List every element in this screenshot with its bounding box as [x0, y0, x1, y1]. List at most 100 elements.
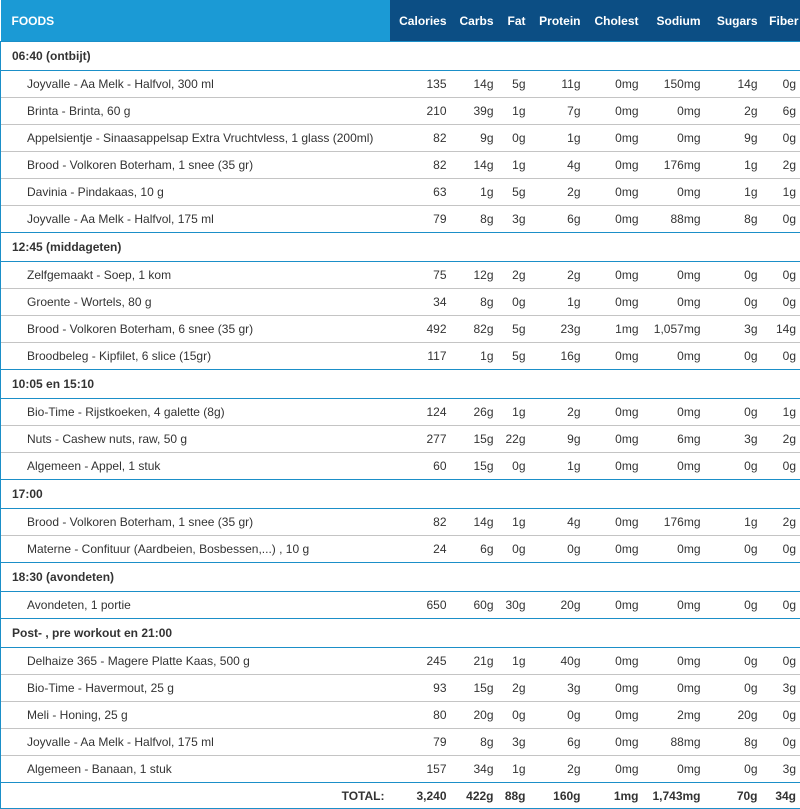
calories-value: 117	[390, 343, 450, 370]
calories-value: 135	[390, 71, 450, 98]
meal-header-row: 17:00	[1, 480, 800, 509]
foods-column-header: FOODS	[1, 0, 390, 42]
protein-value: 2g	[529, 179, 584, 206]
food-name-link[interactable]: Avondeten, 1 portie	[1, 592, 390, 619]
protein-value: 0g	[529, 536, 584, 563]
fat-value: 1g	[497, 648, 529, 675]
cholest-value: 0mg	[584, 426, 642, 453]
food-name-link[interactable]: Meli - Honing, 25 g	[1, 702, 390, 729]
food-name-link[interactable]: Algemeen - Appel, 1 stuk	[1, 453, 390, 480]
food-name-link[interactable]: Zelfgemaakt - Soep, 1 kom	[1, 262, 390, 289]
food-name-link[interactable]: Nuts - Cashew nuts, raw, 50 g	[1, 426, 390, 453]
food-name-link[interactable]: Groente - Wortels, 80 g	[1, 289, 390, 316]
protein-value: 9g	[529, 426, 584, 453]
protein-value: 7g	[529, 98, 584, 125]
protein-value: 4g	[529, 152, 584, 179]
food-name-link[interactable]: Joyvalle - Aa Melk - Halfvol, 300 ml	[1, 71, 390, 98]
food-name-link[interactable]: Algemeen - Banaan, 1 stuk	[1, 756, 390, 783]
sodium-value: 0mg	[642, 399, 704, 426]
carbs-value: 34g	[450, 756, 497, 783]
food-name-link[interactable]: Broodbeleg - Kipfilet, 6 slice (15gr)	[1, 343, 390, 370]
meal-name: 06:40 (ontbijt)	[1, 42, 800, 71]
table-header: FOODS Calories Carbs Fat Protein Cholest…	[1, 0, 800, 42]
sodium-value: 0mg	[642, 262, 704, 289]
food-name-link[interactable]: Materne - Confituur (Aardbeien, Bosbesse…	[1, 536, 390, 563]
sugars-value: 0g	[704, 756, 761, 783]
carbs-value: 12g	[450, 262, 497, 289]
sugars-value: 3g	[704, 316, 761, 343]
sugars-value: 0g	[704, 289, 761, 316]
calories-value: 82	[390, 509, 450, 536]
food-name-link[interactable]: Bio-Time - Rijstkoeken, 4 galette (8g)	[1, 399, 390, 426]
sugars-value: 0g	[704, 648, 761, 675]
meal-name: 17:00	[1, 480, 800, 509]
cholest-value: 0mg	[584, 756, 642, 783]
meal-header-row: 18:30 (avondeten)	[1, 563, 800, 592]
total-row: TOTAL: 3,240 422g 88g 160g 1mg 1,743mg 7…	[1, 783, 800, 809]
fat-value: 1g	[497, 756, 529, 783]
fiber-column-header: Fiber	[761, 0, 800, 42]
food-name-link[interactable]: Joyvalle - Aa Melk - Halfvol, 175 ml	[1, 206, 390, 233]
cholest-value: 0mg	[584, 343, 642, 370]
food-name-link[interactable]: Brood - Volkoren Boterham, 1 snee (35 gr…	[1, 152, 390, 179]
food-name-link[interactable]: Delhaize 365 - Magere Platte Kaas, 500 g	[1, 648, 390, 675]
fat-value: 2g	[497, 262, 529, 289]
protein-value: 0g	[529, 702, 584, 729]
food-name-link[interactable]: Brood - Volkoren Boterham, 1 snee (35 gr…	[1, 509, 390, 536]
fat-value: 3g	[497, 729, 529, 756]
food-name-link[interactable]: Brinta - Brinta, 60 g	[1, 98, 390, 125]
protein-value: 16g	[529, 343, 584, 370]
carbs-value: 1g	[450, 343, 497, 370]
food-name-link[interactable]: Davinia - Pindakaas, 10 g	[1, 179, 390, 206]
food-row: Brood - Volkoren Boterham, 1 snee (35 gr…	[1, 152, 800, 179]
calories-value: 80	[390, 702, 450, 729]
total-sodium: 1,743mg	[642, 783, 704, 809]
fat-value: 1g	[497, 509, 529, 536]
cholest-column-header: Cholest	[584, 0, 642, 42]
sodium-value: 0mg	[642, 648, 704, 675]
calories-value: 245	[390, 648, 450, 675]
fiber-value: 2g	[761, 426, 800, 453]
cholest-value: 0mg	[584, 262, 642, 289]
fat-value: 5g	[497, 71, 529, 98]
fiber-value: 1g	[761, 399, 800, 426]
fiber-value: 14g	[761, 316, 800, 343]
sodium-value: 0mg	[642, 125, 704, 152]
calories-value: 277	[390, 426, 450, 453]
sodium-column-header: Sodium	[642, 0, 704, 42]
food-name-link[interactable]: Bio-Time - Havermout, 25 g	[1, 675, 390, 702]
calories-value: 75	[390, 262, 450, 289]
sugars-column-header: Sugars	[704, 0, 761, 42]
food-name-link[interactable]: Joyvalle - Aa Melk - Halfvol, 175 ml	[1, 729, 390, 756]
calories-value: 650	[390, 592, 450, 619]
total-carbs: 422g	[450, 783, 497, 809]
fat-value: 30g	[497, 592, 529, 619]
food-name-link[interactable]: Brood - Volkoren Boterham, 6 snee (35 gr…	[1, 316, 390, 343]
carbs-column-header: Carbs	[450, 0, 497, 42]
fat-value: 1g	[497, 152, 529, 179]
sodium-value: 0mg	[642, 453, 704, 480]
cholest-value: 0mg	[584, 453, 642, 480]
fat-value: 22g	[497, 426, 529, 453]
meal-header-row: 10:05 en 15:10	[1, 370, 800, 399]
carbs-value: 14g	[450, 509, 497, 536]
meal-name: 18:30 (avondeten)	[1, 563, 800, 592]
carbs-value: 8g	[450, 206, 497, 233]
total-fat: 88g	[497, 783, 529, 809]
total-sugars: 70g	[704, 783, 761, 809]
food-name-link[interactable]: Appelsientje - Sinaasappelsap Extra Vruc…	[1, 125, 390, 152]
carbs-value: 9g	[450, 125, 497, 152]
fat-value: 3g	[497, 206, 529, 233]
total-label: TOTAL:	[1, 783, 390, 809]
fat-value: 2g	[497, 675, 529, 702]
sugars-value: 0g	[704, 536, 761, 563]
fiber-value: 0g	[761, 262, 800, 289]
sodium-value: 150mg	[642, 71, 704, 98]
